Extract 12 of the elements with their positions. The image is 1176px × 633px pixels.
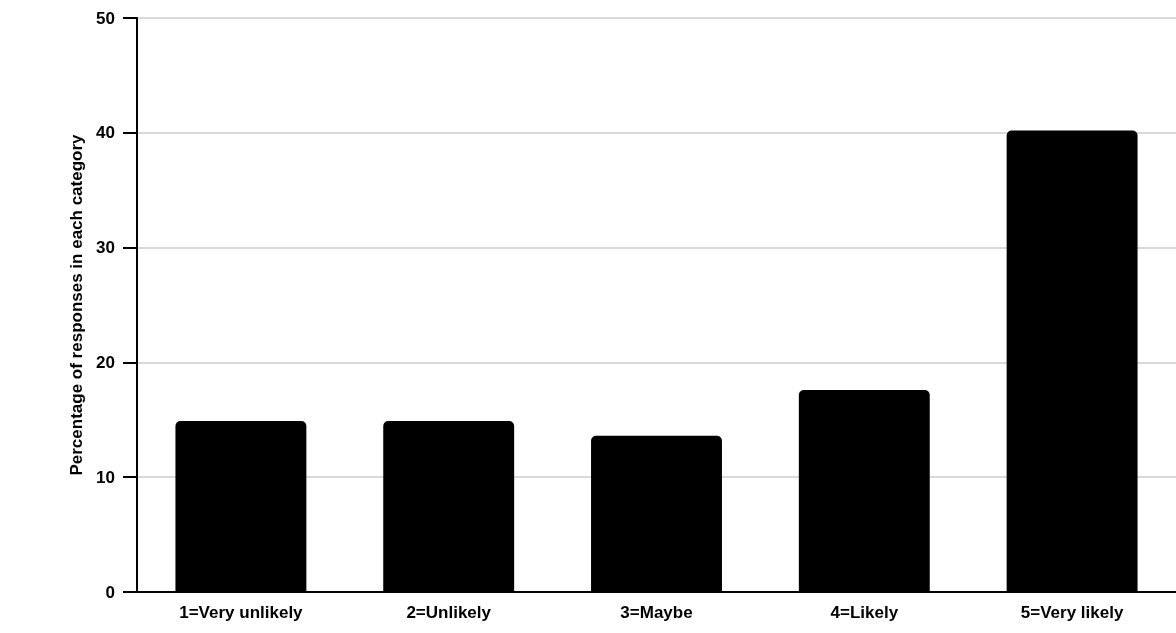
x-tick-label: 3=Maybe [620,603,693,622]
y-tick-label: 20 [96,352,115,372]
y-tick-label: 10 [96,467,115,487]
y-tick-label: 50 [96,8,115,28]
x-tick-label: 2=Unlikely [406,603,492,622]
y-tick-label: 0 [105,582,115,602]
x-tick-label: 1=Very unlikely [179,603,304,622]
y-tick-label: 40 [96,123,115,143]
y-tick-label: 30 [96,238,115,258]
y-axis-title: Percentage of responses in each category [67,133,87,476]
x-tick-label: 4=Likely [830,603,899,622]
x-tick-label: 5=Very likely [1020,603,1124,622]
